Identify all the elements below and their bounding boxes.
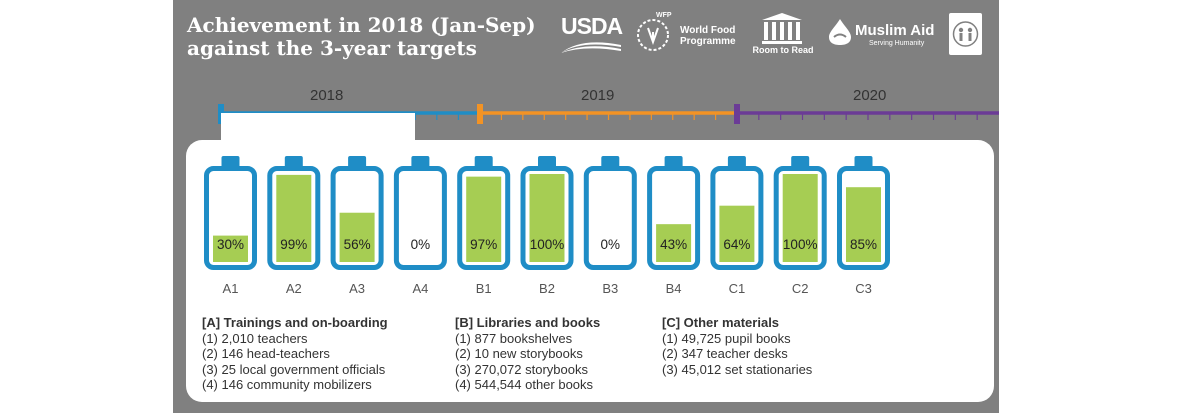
battery-category-label: B4 <box>666 281 682 296</box>
battery-c1: 64% C1 <box>710 156 764 296</box>
battery-cap <box>538 156 556 168</box>
legend-group-b: [B] Libraries and books (1) 877 bookshel… <box>455 315 600 393</box>
legend-b-item: (3) 270,072 storybooks <box>455 361 588 377</box>
legend-a-item: (4) 146 community mobilizers <box>202 377 372 392</box>
battery-category-label: B3 <box>602 281 618 296</box>
battery-c2: 100% C2 <box>773 156 827 296</box>
results-card-tab <box>221 113 415 153</box>
legend-a-heading: [A] Trainings and on-boarding <box>202 315 388 330</box>
legend-c-item: (3) 45,012 set stationaries <box>662 361 813 377</box>
battery-b2: 100% B2 <box>520 156 574 296</box>
year-label-2019: 2019 <box>581 87 615 104</box>
battery-a2: 99% A2 <box>267 156 321 296</box>
battery-b4: 43% B4 <box>647 156 701 296</box>
room-to-read-name: Room to Read <box>752 45 814 55</box>
battery-c3: 85% C3 <box>837 156 890 296</box>
battery-percent-label: 100% <box>783 237 818 252</box>
battery-fill-bar <box>529 174 565 262</box>
battery-fill-bar <box>213 235 248 262</box>
room-to-read-logo: Room to Read <box>748 12 818 56</box>
battery-a4: 0% A4 <box>393 156 447 296</box>
muslim-aid-logo: Muslim Aid Serving Humanity <box>827 18 937 52</box>
battery-percent-label: 0% <box>601 237 621 252</box>
battery-b3: 0% B3 <box>583 156 637 296</box>
page-title: Achievement in 2018 (Jan-Sep) against th… <box>187 14 536 60</box>
battery-fill-bar <box>276 174 312 262</box>
battery-cap <box>411 156 430 168</box>
family-emblem-icon <box>952 21 979 47</box>
battery-fill-bar <box>466 176 502 262</box>
battery-a3: 56% A3 <box>330 156 384 296</box>
battery-fill-bar <box>782 174 818 262</box>
battery-fill-bar <box>339 212 375 262</box>
battery-percent-label: 99% <box>280 237 307 252</box>
legend-a-item: (2) 146 head-teachers <box>202 346 330 361</box>
battery-cap <box>221 156 240 168</box>
year-label-2020: 2020 <box>853 87 887 104</box>
legend-a-item: (3) 25 local government officials <box>202 361 386 377</box>
battery-percent-label: 64% <box>723 237 750 252</box>
battery-category-label: B1 <box>476 281 492 296</box>
battery-cap <box>727 156 746 168</box>
battery-percent-label: 85% <box>850 237 877 252</box>
legend-a-item: (1) 2,010 teachers <box>202 330 308 346</box>
battery-category-label: A4 <box>412 281 428 296</box>
battery-percent-label: 0% <box>411 237 431 252</box>
muslim-aid-name: Muslim Aid <box>855 22 935 39</box>
battery-cap <box>664 156 683 168</box>
legend-c-item: (2) 347 teacher desks <box>662 346 788 361</box>
timeline-marker-2019 <box>477 104 483 124</box>
title-line-2: against the 3-year targets <box>187 36 477 60</box>
wfp-logo: WFP World Food Programme <box>636 12 736 56</box>
timeline-marker-2020 <box>734 104 740 124</box>
title-line-1: Achievement in 2018 (Jan-Sep) <box>187 13 536 37</box>
battery-category-label: B2 <box>539 281 555 296</box>
battery-category-label: A3 <box>349 281 365 296</box>
battery-fill-bar <box>656 224 692 262</box>
legend-b-item: (4) 544,544 other books <box>455 377 594 392</box>
battery-cap <box>474 156 493 168</box>
battery-category-label: A1 <box>223 281 239 296</box>
muslim-aid-tagline: Serving Humanity <box>869 40 925 47</box>
family-emblem-logo <box>949 13 982 55</box>
battery-percent-label: 100% <box>530 237 565 252</box>
battery-a1: 30% A1 <box>204 156 257 296</box>
usda-logo-text: USDA <box>561 13 623 39</box>
battery-body <box>583 166 637 270</box>
battery-percent-label: 30% <box>217 237 244 252</box>
legend-b-item: (1) 877 bookshelves <box>455 330 573 346</box>
wreath-icon <box>637 19 669 51</box>
battery-percent-label: 97% <box>470 237 497 252</box>
battery-category-label: C1 <box>729 281 746 296</box>
legend-c-heading: [C] Other materials <box>662 315 780 330</box>
legend-b-item: (2) 10 new storybooks <box>455 346 583 361</box>
battery-cap <box>791 156 810 168</box>
legend-group-c: [C] Other materials (1) 49,725 pupil boo… <box>662 315 812 377</box>
battery-cap <box>284 156 303 168</box>
wfp-name: World Food Programme <box>680 25 736 47</box>
battery-b1: 97% B1 <box>457 156 511 296</box>
battery-category-label: C2 <box>792 281 809 296</box>
battery-cap <box>854 156 873 168</box>
legend-b-heading: [B] Libraries and books <box>455 315 601 330</box>
legend-c-item: (1) 49,725 pupil books <box>662 330 791 346</box>
building-icon <box>762 13 802 44</box>
battery-body <box>393 166 447 270</box>
battery-category-label: C3 <box>855 281 872 296</box>
legend-group-a: [A] Trainings and on-boarding (1) 2,010 … <box>202 315 388 393</box>
battery-fill-bar <box>846 187 881 262</box>
battery-category-label: A2 <box>286 281 302 296</box>
usda-logo: USDA <box>561 14 623 54</box>
battery-fill-bar <box>719 205 755 262</box>
year-label-2018: 2018 <box>310 87 344 104</box>
usda-swoosh-icon <box>561 42 621 53</box>
water-drop-icon <box>829 19 851 45</box>
battery-cap <box>348 156 367 168</box>
battery-cap <box>601 156 620 168</box>
battery-percent-label: 43% <box>660 237 687 252</box>
battery-percent-label: 56% <box>344 237 371 252</box>
wfp-abbrev: WFP <box>656 12 672 19</box>
